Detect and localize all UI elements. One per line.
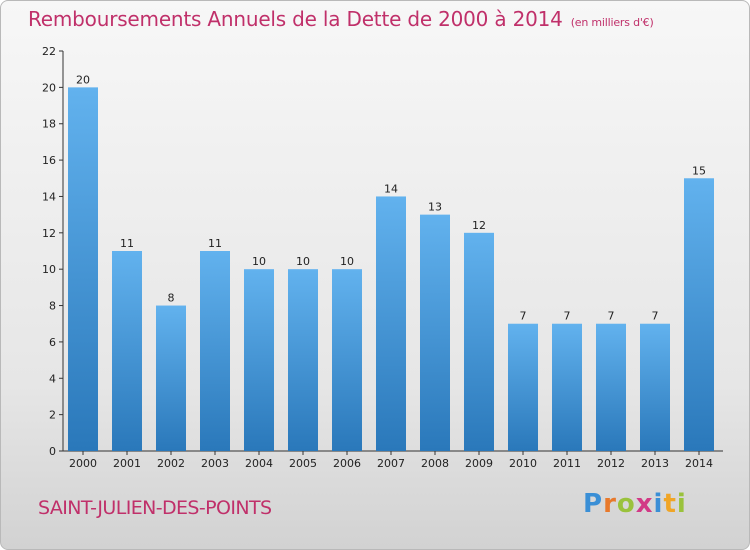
logo-letter: i	[676, 489, 687, 519]
x-tick-label-2000: 2000	[69, 457, 97, 470]
bar-2003	[200, 251, 230, 451]
y-tick-label: 14	[42, 190, 56, 203]
logo-letter: t	[663, 489, 677, 519]
y-tick-label: 16	[42, 154, 56, 167]
bar-2008	[420, 214, 450, 451]
value-label-2003: 11	[208, 237, 222, 250]
y-tick-label: 22	[42, 45, 56, 58]
x-tick-label-2011: 2011	[553, 457, 581, 470]
bar-2011	[552, 323, 582, 451]
value-label-2001: 11	[120, 237, 134, 250]
y-tick-label: 8	[49, 300, 56, 313]
x-tick-label-2010: 2010	[509, 457, 537, 470]
bar-2006	[332, 269, 362, 451]
value-label-2014: 15	[692, 164, 706, 177]
y-tick-label: 0	[49, 445, 56, 458]
value-label-2002: 8	[168, 292, 175, 305]
x-tick-label-2001: 2001	[113, 457, 141, 470]
x-tick-label-2006: 2006	[333, 457, 361, 470]
value-label-2011: 7	[564, 310, 571, 323]
logo-letter: P	[583, 489, 604, 519]
x-tick-label-2007: 2007	[377, 457, 405, 470]
bar-2001	[112, 251, 142, 451]
chart-title-text: Remboursements Annuels de la Dette de 20…	[28, 7, 563, 31]
value-label-2000: 20	[76, 73, 90, 86]
x-tick-label-2005: 2005	[289, 457, 317, 470]
bar-2002	[156, 305, 186, 451]
bar-2009	[464, 232, 494, 451]
x-tick-label-2012: 2012	[597, 457, 625, 470]
bar-2000	[68, 87, 98, 451]
location-name: SAINT-JULIEN-DES-POINTS	[38, 497, 272, 519]
x-tick-label-2004: 2004	[245, 457, 273, 470]
bar-2010	[508, 323, 538, 451]
chart-labels: 20 2000 11 2001 8 2002 11 2003 10 2004 10 2005 10 200…	[69, 73, 713, 470]
bar-2012	[596, 323, 626, 451]
x-tick-label-2013: 2013	[641, 457, 669, 470]
value-label-2004: 10	[252, 255, 266, 268]
logo-letter: x	[635, 489, 654, 519]
bar-2013	[640, 323, 670, 451]
chart-subtitle: (en milliers d'€)	[570, 16, 654, 29]
x-tick-label-2014: 2014	[685, 457, 713, 470]
chart-bars	[68, 87, 714, 452]
value-label-2008: 13	[428, 201, 442, 214]
bar-2007	[376, 196, 406, 451]
y-tick-label: 2	[49, 409, 56, 422]
proxiti-logo[interactable]: Proxiti	[583, 489, 687, 519]
value-label-2010: 7	[520, 310, 527, 323]
y-tick-label: 20	[42, 81, 56, 94]
logo-letter: i	[653, 489, 664, 519]
y-tick-label: 12	[42, 227, 56, 240]
logo-letter: r	[603, 489, 617, 519]
bar-2005	[288, 269, 318, 451]
value-label-2012: 7	[608, 310, 615, 323]
y-tick-label: 18	[42, 118, 56, 131]
x-tick-label-2002: 2002	[157, 457, 185, 470]
y-tick-label: 4	[49, 372, 56, 385]
logo-letter: o	[616, 489, 636, 519]
bar-2014	[684, 178, 714, 452]
x-tick-label-2008: 2008	[421, 457, 449, 470]
value-label-2007: 14	[384, 182, 398, 195]
x-tick-label-2009: 2009	[465, 457, 493, 470]
x-tick-label-2003: 2003	[201, 457, 229, 470]
value-label-2013: 7	[652, 310, 659, 323]
chart-title: Remboursements Annuels de la Dette de 20…	[28, 7, 654, 31]
y-tick-label: 6	[49, 336, 56, 349]
y-tick-label: 10	[42, 263, 56, 276]
value-label-2005: 10	[296, 255, 310, 268]
value-label-2009: 12	[472, 219, 486, 232]
bar-2004	[244, 269, 274, 451]
value-label-2006: 10	[340, 255, 354, 268]
